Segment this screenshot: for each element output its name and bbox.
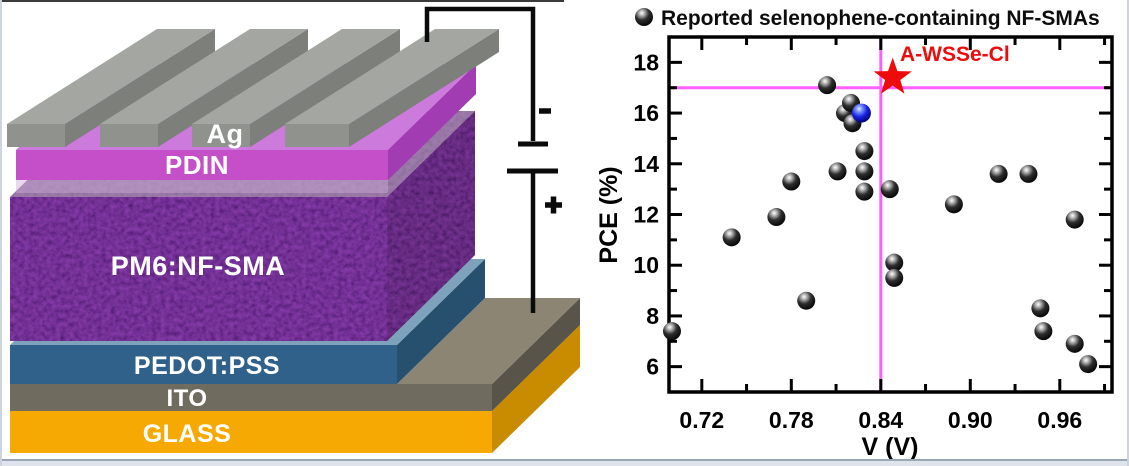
slide-bottom-edge xyxy=(2,459,1127,466)
ag-bar-front-face xyxy=(100,124,158,147)
ag-bar-side-face xyxy=(158,29,308,147)
active-layer-label: PM6:NF-SMA xyxy=(111,251,286,281)
y-tick-label: 14 xyxy=(633,151,659,177)
data-point-sphere xyxy=(662,322,681,341)
pdin-label: PDIN xyxy=(165,150,229,180)
data-point-sphere xyxy=(885,268,904,287)
ito-top-face xyxy=(397,298,580,384)
chart-plot-area: 0.72 0.78 0.84 0.90 0.96 6 8 10 12 14 16 18 xyxy=(633,35,1114,433)
y-tick-label: 18 xyxy=(633,49,659,75)
data-point-sphere xyxy=(851,103,871,123)
x-tick-label: 0.78 xyxy=(769,407,814,433)
data-point-sphere xyxy=(944,195,963,214)
data-point-sphere xyxy=(885,253,904,272)
y-tick-label: 6 xyxy=(646,354,659,380)
pdin-side-face xyxy=(388,64,476,180)
star-annotation-label: A-WSSe-Cl xyxy=(900,43,1010,66)
x-tick-label: 0.90 xyxy=(948,407,993,433)
pdin-interface-glow xyxy=(16,180,388,193)
data-point-sphere xyxy=(828,162,847,181)
y-tick-label: 8 xyxy=(646,303,659,329)
y-tick-label: 12 xyxy=(633,202,659,228)
ito-side-face xyxy=(492,298,580,411)
ag-label: Ag xyxy=(207,119,244,149)
ag-bar-top-face xyxy=(100,29,308,124)
axis-ticks xyxy=(669,37,1112,392)
pedot-side-face xyxy=(397,259,485,384)
x-axis-title: V (V) xyxy=(862,433,919,461)
series-blue-highlighted-point xyxy=(851,103,871,123)
data-point-sphere xyxy=(1079,355,1098,374)
data-point-sphere xyxy=(855,142,874,161)
glass-front-face xyxy=(10,411,492,453)
series-reported-selenophene-NF-SMAs xyxy=(662,76,1098,374)
glass-label: GLASS xyxy=(143,420,232,448)
pdin-front-face xyxy=(16,150,388,180)
data-point-sphere xyxy=(1065,334,1084,353)
pce-voltage-chart-panel: Reported selenophene-containing NF-SMAs … xyxy=(595,7,1114,461)
legend-sphere-icon xyxy=(635,8,653,26)
y-axis-title: PCE (%) xyxy=(595,166,623,263)
active-side-texture xyxy=(387,111,475,341)
ito-front-face xyxy=(10,384,492,411)
data-point-sphere xyxy=(855,182,874,201)
x-tick-label: 0.96 xyxy=(1037,407,1082,433)
device-layer-labels: Ag PDIN PM6:NF-SMA PEDOT:PSS ITO GLASS xyxy=(111,119,286,448)
wire-top xyxy=(424,6,536,141)
data-point-sphere xyxy=(1034,322,1053,341)
data-point-sphere xyxy=(989,164,1008,183)
active-front-texture xyxy=(10,197,387,341)
data-point-sphere xyxy=(722,228,741,247)
data-point-sphere xyxy=(880,180,899,199)
ag-bar-side-face xyxy=(250,29,400,147)
data-point-sphere xyxy=(818,76,837,95)
ag-bar-top-face xyxy=(7,29,215,124)
data-point-sphere xyxy=(1019,164,1038,183)
y-tick-label: 10 xyxy=(633,252,659,278)
data-point-sphere xyxy=(767,208,786,227)
y-tick-label: 16 xyxy=(633,100,659,126)
glass-side-face xyxy=(492,325,580,453)
ag-electrode-bars xyxy=(7,29,499,147)
pedot-front-face xyxy=(10,345,397,384)
ag-bar-front-face xyxy=(7,124,65,147)
legend-label: Reported selenophene-containing NF-SMAs xyxy=(661,7,1100,30)
ito-label: ITO xyxy=(166,385,207,412)
pedot-label: PEDOT:PSS xyxy=(134,352,280,380)
data-point-sphere xyxy=(782,172,801,191)
ag-bar-side-face xyxy=(349,29,499,147)
x-tick-label: 0.72 xyxy=(679,407,724,433)
chart-legend: Reported selenophene-containing NF-SMAs xyxy=(635,7,1100,30)
ag-bar-front-face xyxy=(192,124,250,147)
ag-bar-front-face xyxy=(285,124,349,147)
data-point-star xyxy=(873,57,912,94)
data-point-sphere xyxy=(1065,210,1084,229)
ag-bar-top-face xyxy=(192,29,400,124)
data-point-sphere xyxy=(855,162,874,181)
ag-bar-side-face xyxy=(65,29,215,147)
data-point-sphere xyxy=(797,291,816,310)
ag-bar-top-face xyxy=(285,29,499,124)
external-circuit xyxy=(424,6,562,313)
series-A-WSSe-Cl xyxy=(873,57,912,94)
x-tick-label: 0.84 xyxy=(858,407,903,433)
plus-sign-icon xyxy=(545,196,562,214)
device-schematic-panel: Ag PDIN PM6:NF-SMA PEDOT:PSS ITO GLASS xyxy=(2,0,580,453)
data-point-sphere xyxy=(1031,299,1050,318)
